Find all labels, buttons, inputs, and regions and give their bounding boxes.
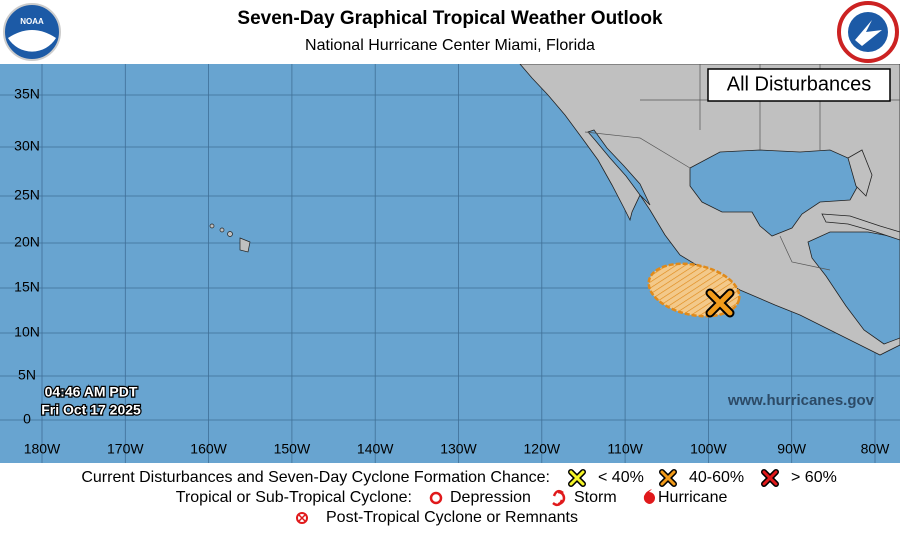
icon-post-tropical	[296, 512, 308, 524]
icon-hurricane	[643, 489, 655, 504]
chance-medium: 40-60%	[689, 469, 744, 486]
cyclone-label: Tropical or Sub-Tropical Cyclone:	[176, 489, 412, 506]
panel-label: All Disturbances	[727, 73, 872, 95]
lon-label: 100W	[690, 441, 727, 457]
header-bg	[0, 0, 900, 64]
gulf-of-california	[587, 129, 651, 206]
lat-label: 30N	[14, 138, 40, 154]
lon-label: 150W	[274, 441, 311, 457]
lon-label: 160W	[190, 441, 227, 457]
type-depression: Depression	[450, 489, 531, 506]
icon-low	[568, 469, 586, 487]
svg-text:NOAA: NOAA	[20, 17, 44, 26]
lon-label: 170W	[107, 441, 144, 457]
borders	[584, 64, 900, 271]
nws-logo	[837, 1, 899, 63]
lat-label: 5N	[18, 367, 36, 383]
lon-label: 140W	[357, 441, 394, 457]
icon-medium	[659, 469, 677, 487]
caribbean	[807, 231, 900, 345]
lat-label: 0	[23, 411, 31, 427]
disturbances-label: Current Disturbances and Seven-Day Cyclo…	[81, 469, 550, 486]
lon-label: 80W	[861, 441, 891, 457]
map: All Disturbances 04:46 AM PDT Fri Oct 17…	[0, 64, 900, 463]
panel-label-box	[707, 68, 891, 102]
type-hurricane: Hurricane	[658, 489, 727, 506]
timestamp-date: Fri Oct 17 2025	[41, 402, 141, 418]
title: Seven-Day Graphical Tropical Weather Out…	[237, 8, 663, 29]
hawaii	[209, 223, 251, 253]
chance-low: < 40%	[598, 469, 644, 486]
lon-label: 90W	[777, 441, 807, 457]
lon-label: 130W	[440, 441, 477, 457]
legend: Current Disturbances and Seven-Day Cyclo…	[81, 469, 837, 526]
post-tropical: Post-Tropical Cyclone or Remnants	[326, 509, 578, 526]
type-storm: Storm	[574, 489, 617, 506]
lat-label: 15N	[14, 279, 40, 295]
lat-label: 20N	[14, 234, 40, 250]
icon-post-tropical-x	[298, 514, 306, 522]
icon-storm	[552, 489, 566, 507]
lat-label: 25N	[14, 187, 40, 203]
icon-depression	[429, 491, 443, 505]
icon-high	[761, 469, 779, 487]
land	[519, 64, 900, 356]
lat-label: 10N	[14, 324, 40, 340]
florida	[847, 149, 873, 197]
website: www.hurricanes.gov	[727, 392, 875, 409]
chance-high: > 60%	[791, 469, 837, 486]
disturbance-marker	[705, 288, 735, 318]
subtitle: National Hurricane Center Miami, Florida	[305, 37, 595, 54]
gulf-of-mexico	[689, 149, 861, 237]
lon-label: 120W	[524, 441, 561, 457]
timestamp-time: 04:46 AM PDT	[45, 384, 138, 400]
lat-label: 35N	[14, 86, 40, 102]
lon-label: 110W	[607, 441, 643, 457]
lon-label: 180W	[24, 441, 61, 457]
cuba	[821, 213, 900, 241]
noaa-logo: NOAA	[3, 3, 61, 61]
